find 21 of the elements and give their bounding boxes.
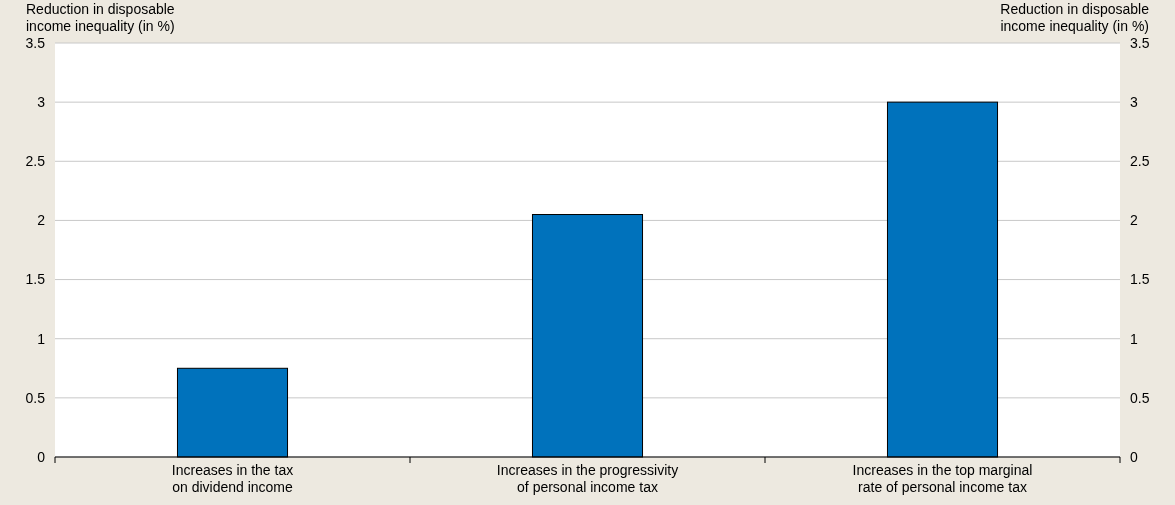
- y2-tick-label: 3.5: [1130, 34, 1150, 51]
- y2-tick-label: 1: [1130, 330, 1138, 347]
- y2-tick-label: 0.5: [1130, 389, 1150, 406]
- y-tick-label: 1: [37, 330, 46, 347]
- y-tick-label: 2.5: [25, 153, 46, 170]
- x-tick-label: Increases in the top marginal rate of personal income tax: [852, 462, 1033, 495]
- y-tick-label: 0: [37, 448, 46, 465]
- y2-tick-label: 0: [1130, 448, 1138, 465]
- y-tick-label: 3.5: [25, 34, 46, 51]
- y2-tick-label: 2.5: [1130, 153, 1150, 170]
- y-tick-label: 0.5: [25, 389, 46, 406]
- y-tick-label: 1.5: [25, 271, 46, 288]
- y2-tick-label: 2: [1130, 212, 1138, 229]
- y2-axis-title: Reduction in disposable income inequality (in %): [1000, 1, 1150, 34]
- y-tick-label: 3: [37, 94, 46, 111]
- x-tick-label: Increases in the progressivity of personal income tax: [496, 462, 679, 495]
- y-axis-title: Reduction in disposable income inequality (in %): [26, 1, 175, 34]
- x-tick-label: Increases in the tax on dividend income: [171, 462, 294, 495]
- y2-tick-label: 3: [1130, 94, 1138, 111]
- y2-tick-label: 1.5: [1130, 271, 1150, 288]
- y-tick-label: 2: [37, 212, 46, 229]
